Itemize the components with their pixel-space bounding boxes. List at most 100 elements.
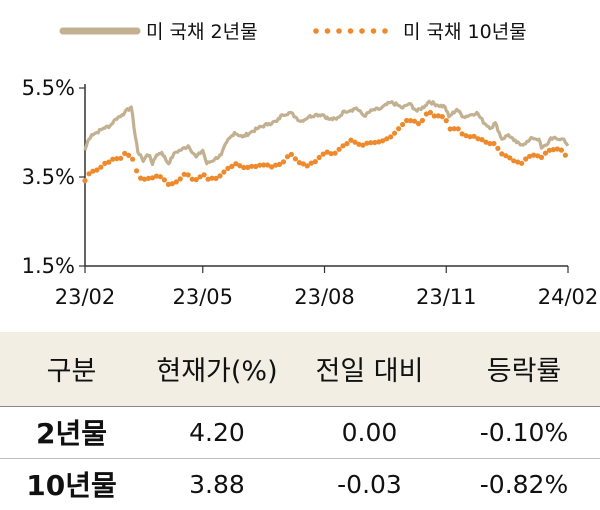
series-10y-point	[340, 143, 346, 149]
series-10y-point	[546, 147, 553, 153]
series-10y-point	[447, 126, 453, 132]
legend-10y-dot	[370, 28, 377, 34]
series-10y-point	[157, 174, 163, 180]
series-10y-point	[276, 161, 283, 167]
series-10y-point	[372, 139, 378, 146]
series-10y-point	[213, 175, 219, 181]
series-10y-point	[491, 140, 497, 147]
x-tick-label: 23/02	[55, 285, 116, 309]
series-10y-point	[86, 171, 92, 177]
header-current-price: 현재가(%)	[156, 356, 278, 388]
series-10y-point	[269, 164, 275, 170]
series-10y-point	[479, 137, 485, 143]
header-daily-change: 전일 대비	[315, 356, 424, 388]
series-10y-point	[225, 165, 231, 171]
cell-current-price: 4.20	[189, 417, 245, 447]
series-10y-point	[229, 163, 235, 169]
series-10y-point	[300, 161, 306, 167]
axes	[84, 84, 568, 267]
series-10y-point	[527, 153, 533, 159]
legend-10y-dot	[359, 28, 365, 34]
series-10y-point	[110, 156, 116, 162]
legend-10y-label: 미 국채 10년물	[403, 21, 527, 43]
series-10y-point	[320, 151, 326, 157]
table-header-row: 구분 현재가(%) 전일 대비 등락률	[0, 332, 600, 406]
series-10y-point	[94, 167, 100, 173]
cell-daily-change: -0.03	[337, 469, 402, 499]
series-10y-point	[538, 154, 545, 160]
series-10y-point	[205, 176, 211, 182]
series-10y-point	[312, 159, 318, 165]
legend-10y-dot	[382, 28, 388, 34]
series-10y-point	[515, 159, 521, 165]
series-10y-point	[400, 121, 406, 128]
series-10y-point	[292, 156, 298, 162]
series-10y-point	[280, 159, 287, 165]
series-10y-point	[265, 162, 271, 168]
x-tick-label: 23/08	[294, 285, 355, 309]
series-10y-point	[177, 176, 183, 182]
series-10y	[82, 109, 569, 187]
header-category: 구분	[46, 356, 97, 388]
series-10y-point	[523, 156, 529, 162]
series-10y-point	[245, 164, 251, 170]
legend-10y-swatch	[313, 28, 388, 34]
series-10y-point	[455, 126, 461, 132]
series-10y-point	[149, 175, 156, 181]
y-tick-label: 5.5%	[22, 76, 75, 100]
series-10y-point	[284, 154, 291, 160]
series-10y-point	[535, 153, 541, 159]
series-10y-point	[308, 160, 314, 166]
series-10y-point	[273, 162, 279, 168]
series-10y-point	[328, 151, 334, 157]
legend-2y-label: 미 국채 2년물	[146, 21, 258, 43]
series-10y-point	[404, 117, 410, 124]
series-10y-point	[134, 168, 140, 174]
legend-10y-dot	[347, 28, 354, 34]
series-10y-point	[376, 139, 382, 145]
series-10y-point	[348, 137, 354, 143]
series-10y-point	[130, 156, 136, 162]
series-10y-point	[145, 175, 152, 181]
x-tick-label: 24/02	[538, 285, 599, 309]
series-10y-point	[253, 163, 259, 170]
series-10y-point	[562, 152, 569, 158]
series-10y-point	[443, 118, 449, 124]
series-10y-point	[82, 178, 88, 184]
series-10y-point	[511, 158, 517, 164]
series-10y-point	[451, 126, 457, 132]
series-10y-point	[352, 139, 358, 145]
y-axis-ticks: 5.5% 3.5% 1.5%	[22, 76, 85, 278]
series-10y-point	[249, 163, 255, 169]
series-10y-point	[392, 130, 398, 136]
series-10y-point	[368, 140, 374, 146]
x-tick-label: 23/11	[416, 285, 477, 309]
series-10y-point	[237, 163, 243, 169]
series-10y-point	[324, 149, 330, 155]
series-10y-point	[209, 175, 215, 181]
y-tick-label: 1.5%	[22, 254, 75, 278]
series-10y-point	[185, 172, 191, 178]
series-2y-line	[83, 99, 570, 167]
series-10y-point	[189, 176, 195, 182]
series-10y-point	[483, 139, 489, 145]
series-10y-point	[415, 121, 422, 127]
series-10y-point	[467, 134, 473, 140]
legend-10y-dot	[313, 28, 319, 34]
series-10y-point	[316, 154, 322, 161]
series-10y-point	[241, 164, 247, 171]
series-10y-point	[197, 174, 203, 180]
header-change-rate: 등락률	[486, 356, 562, 388]
series-10y-point	[471, 133, 477, 139]
series-10y-point	[550, 147, 557, 153]
series-10y-point	[388, 134, 394, 140]
series-10y-point	[411, 118, 418, 124]
yield-table: 구분 현재가(%) 전일 대비 등락률 2년물 4.20 0.00 -0.10%…	[0, 332, 600, 510]
series-10y-point	[90, 168, 96, 174]
series-10y-point	[419, 117, 425, 124]
table-row: 2년물 4.20 0.00 -0.10%	[0, 406, 600, 458]
series-10y-point	[173, 179, 179, 185]
table-row: 10년물 3.88 -0.03 -0.82%	[0, 458, 600, 510]
series-10y-point	[356, 141, 362, 147]
series-10y-point	[507, 155, 513, 161]
